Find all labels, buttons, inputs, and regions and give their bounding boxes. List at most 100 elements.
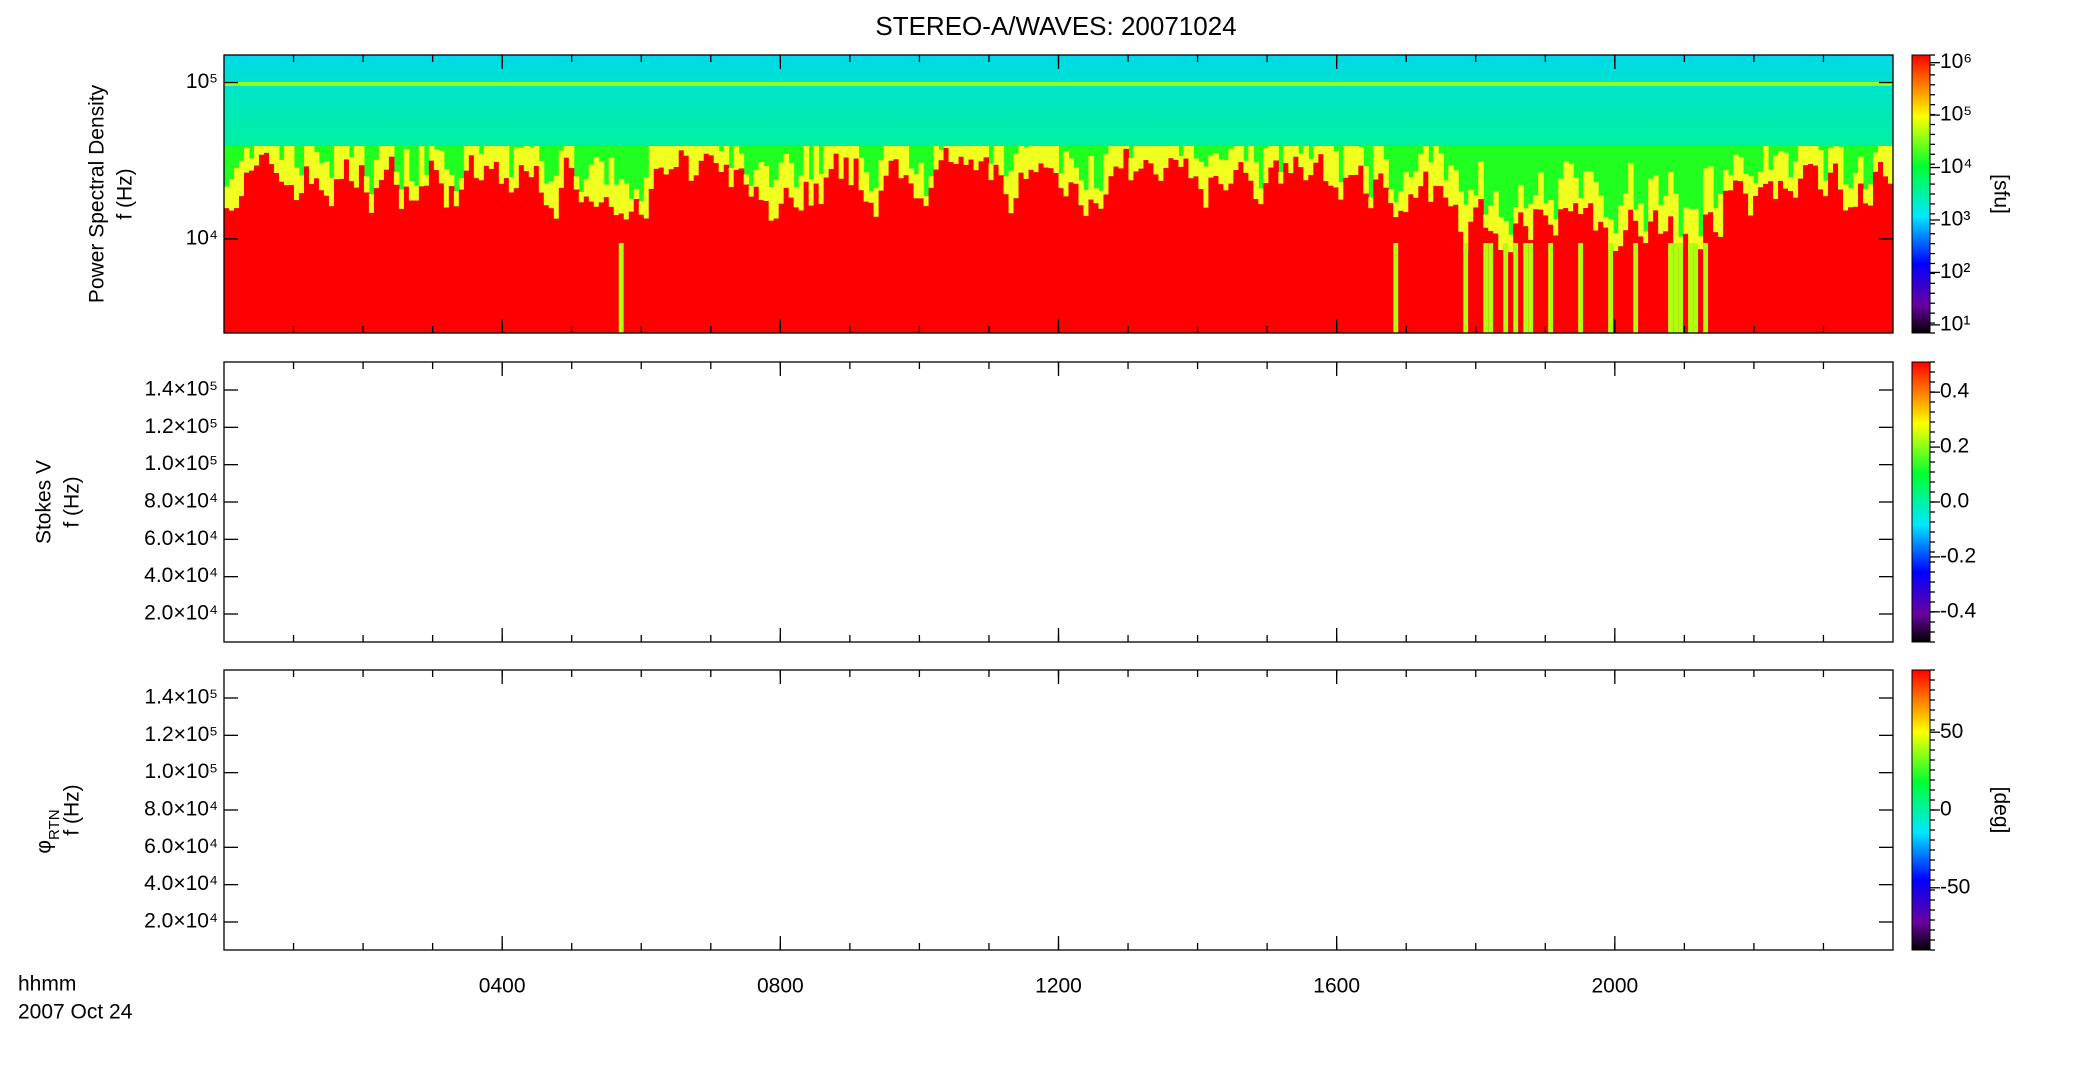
spectrogram-texture: [1493, 233, 1499, 333]
spectrogram-texture: [1848, 207, 1854, 333]
spectrogram-texture: [953, 146, 960, 165]
spectrogram-texture: [1798, 146, 1804, 179]
spectrogram-texture: [1078, 205, 1084, 333]
spectrogram-texture: [863, 201, 870, 333]
spectrogram-texture: [523, 171, 530, 333]
spectrogram-texture: [683, 146, 690, 156]
spectrogram-texture: [1803, 165, 1809, 333]
spectrogram-texture: [983, 146, 990, 158]
spectrogram-texture: [883, 175, 890, 333]
spectrogram-texture: [458, 178, 465, 190]
spectrogram-texture: [1863, 189, 1869, 204]
spectrogram-texture: [933, 146, 940, 170]
spectrogram-texture: [943, 146, 950, 149]
spectrogram-texture: [1773, 199, 1779, 333]
chart-title: STEREO-A/WAVES: 20071024: [875, 11, 1236, 41]
spectrogram-texture: [1603, 227, 1609, 333]
spectrogram-texture: [783, 187, 790, 333]
spectrogram-texture: [598, 202, 605, 333]
spectrogram-texture: [848, 185, 855, 333]
spectrogram-texture: [658, 167, 665, 333]
colorbar-tick-label: 10²: [1940, 260, 1970, 283]
spectrogram-texture: [778, 203, 785, 333]
spectrogram-texture: [1598, 195, 1604, 222]
spectrogram-texture: [293, 200, 300, 333]
y-axis-label: Power Spectral Density: [86, 84, 109, 303]
spectrogram-texture: [1768, 169, 1774, 182]
spectrogram-texture: [1533, 194, 1539, 210]
spectrogram-texture: [718, 172, 725, 333]
spectrogram-texture: [1023, 147, 1030, 179]
spectrogram-texture: [1568, 211, 1574, 333]
spectrogram-texture: [1583, 208, 1589, 333]
spectrogram-texture: [1278, 172, 1284, 184]
spectrogram-texture: [808, 179, 815, 206]
spectrogram-texture: [1143, 146, 1149, 161]
x-tick-label: 1600: [1313, 975, 1360, 998]
spectrogram-texture: [1828, 148, 1834, 173]
y-tick-label: 1.2×10⁵: [144, 415, 218, 438]
spectrogram-texture: [1463, 204, 1469, 252]
spectrogram-texture: [498, 146, 505, 184]
spectrogram-texture: [1423, 146, 1429, 172]
spectrogram-texture: [1073, 167, 1079, 184]
spectrogram-texture: [1363, 166, 1369, 194]
spectrogram-texture: [1593, 182, 1599, 231]
spectrogram-texture: [1333, 151, 1339, 188]
spectrogram-texture: [373, 159, 380, 189]
spectrogram-texture: [1103, 194, 1109, 333]
spectrogram-texture: [548, 181, 555, 209]
spectrogram-texture: [1053, 146, 1059, 173]
spectrogram-texture: [513, 188, 520, 333]
spectrogram-texture: [1743, 174, 1749, 194]
spectrogram-texture: [973, 146, 980, 171]
spectrogram-texture: [263, 152, 270, 333]
spectrogram-texture: [618, 179, 625, 214]
spectrogram-texture: [748, 196, 755, 333]
spectrogram-texture: [1098, 208, 1104, 333]
spectrogram-texture: [1373, 146, 1379, 180]
spectrogram-texture: [638, 201, 645, 215]
spectrogram-texture: [468, 146, 475, 156]
spectrogram-texture: [1153, 174, 1159, 333]
spectrogram-texture: [1503, 221, 1509, 248]
spectrogram-texture: [873, 216, 880, 333]
spectrogram-texture: [823, 177, 830, 333]
spectrogram-texture: [1468, 189, 1474, 222]
spectrogram-texture: [473, 178, 480, 333]
spectrogram-texture: [253, 146, 260, 166]
spectrogram-texture: [478, 154, 485, 181]
spectrogram-texture: [833, 146, 840, 154]
spectrogram-texture: [1438, 186, 1444, 333]
spectrogram-texture: [938, 149, 945, 161]
spectrogram-texture: [728, 187, 735, 333]
spectrogram-texture: [668, 146, 675, 170]
colorbar-tick-label: 0.2: [1940, 435, 1969, 458]
spectrogram-texture: [643, 177, 650, 219]
spectrogram-texture: [408, 181, 415, 201]
spectrogram-texture: [1293, 146, 1299, 157]
spectrogram-texture: [998, 146, 1005, 176]
spectrogram-texture: [1723, 190, 1729, 333]
spectrogram-texture: [1668, 243, 1674, 333]
x-axis-label: hhmm: [18, 973, 76, 996]
spectrogram-texture: [348, 181, 355, 333]
spectrogram-texture: [418, 146, 425, 187]
spectrogram-texture: [363, 192, 370, 333]
colorbar-tick-label: 10⁶: [1940, 50, 1972, 73]
y-tick-label: 1.0×10⁵: [144, 760, 218, 783]
plot-frame: [223, 361, 1894, 643]
spectrogram-texture: [858, 157, 865, 191]
spectrogram-texture: [868, 202, 875, 333]
spectrogram-texture: [1393, 243, 1399, 333]
spectrogram-texture: [1673, 243, 1679, 333]
spectrogram-texture: [678, 146, 685, 151]
spectrogram-texture: [843, 157, 850, 333]
spectrogram-texture: [943, 148, 950, 333]
spectrogram-texture: [1713, 208, 1719, 233]
spectrogram-texture: [1703, 243, 1709, 333]
spectrogram-texture: [1778, 180, 1784, 333]
spectrogram-texture: [1213, 176, 1219, 333]
spectrogram-texture: [1188, 178, 1194, 333]
colorbar-tick-label: 0.4: [1940, 380, 1970, 403]
